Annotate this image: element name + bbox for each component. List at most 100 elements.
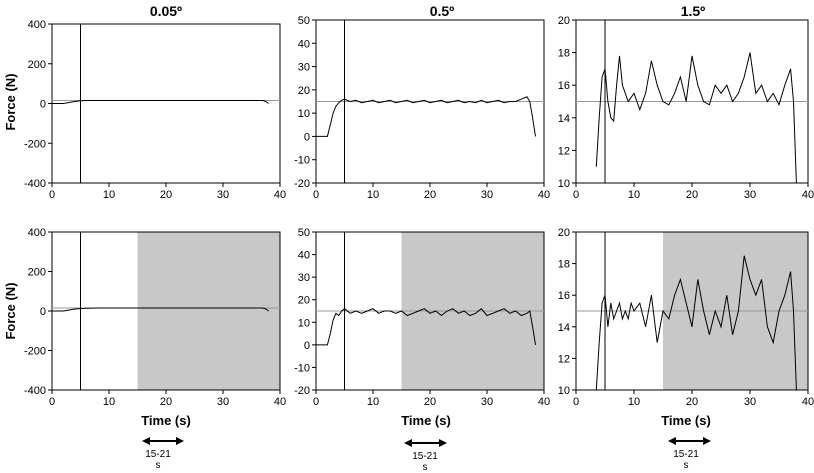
x-tick-label: 30 (744, 396, 756, 408)
y-axis-label-top: Force (N) (3, 73, 18, 130)
panel-bottom-middle: 0 10 20 30 40 -20 -10 0 10 20 30 40 50 (294, 227, 550, 408)
y-tick-label: 10 (298, 317, 310, 329)
y-tick-label: 40 (298, 38, 310, 50)
y-tick-label: 12 (558, 145, 570, 157)
x-axis-label-1: Time (s) (401, 413, 451, 428)
y-tick-label: 0 (304, 340, 310, 352)
annotation-0: 15-21 s (142, 437, 184, 471)
y-tick-label: 0 (304, 131, 310, 143)
data-series-line (52, 307, 269, 312)
annotation-line2: s (684, 460, 689, 471)
y-tick-label: -10 (294, 362, 310, 374)
y-tick-label: 20 (298, 85, 310, 97)
annotation-line1: 15-21 (673, 449, 699, 460)
column-title-2: 1.5º (681, 3, 706, 19)
x-tick-label: 0 (49, 396, 55, 408)
y-tick-label: 0 (40, 306, 46, 318)
x-tick-label: 40 (538, 396, 550, 408)
x-tick-label: 10 (628, 189, 640, 201)
column-title-0: 0.05º (150, 3, 182, 19)
y-tick-label: -20 (294, 385, 310, 397)
y-tick-label: 10 (558, 178, 570, 190)
x-tick-label: 40 (274, 189, 286, 201)
annotation-line2: s (423, 462, 428, 473)
y-tick-label: 10 (298, 108, 310, 120)
x-tick-label: 20 (424, 189, 436, 201)
x-axis-label-2: Time (s) (661, 413, 711, 428)
y-tick-label: 14 (558, 113, 570, 125)
data-series-line (316, 308, 536, 346)
annotation-line1: 15-21 (145, 449, 171, 460)
y-tick-label: 12 (558, 353, 570, 365)
x-tick-label: 30 (217, 189, 229, 201)
y-tick-label: -10 (294, 155, 310, 167)
y-tick-label: 50 (298, 227, 310, 239)
data-series-line (595, 52, 797, 184)
x-tick-label: 0 (573, 189, 579, 201)
y-tick-label: 10 (558, 385, 570, 397)
data-series-line (316, 96, 536, 137)
y-tick-label: 20 (298, 295, 310, 307)
y-tick-label: 14 (558, 322, 570, 334)
x-tick-label: 40 (802, 189, 814, 201)
y-tick-label: -200 (24, 138, 46, 150)
y-tick-label: 18 (558, 259, 570, 271)
y-tick-label: 200 (28, 267, 46, 279)
annotation-line1: 15-21 (412, 451, 438, 462)
x-tick-label: 20 (160, 396, 172, 408)
y-axis-label-bottom: Force (N) (3, 282, 18, 339)
plot-frame (51, 23, 281, 184)
data-series-line (52, 100, 269, 104)
x-tick-label: 0 (313, 396, 319, 408)
x-tick-label: 20 (686, 189, 698, 201)
y-tick-label: 16 (558, 290, 570, 302)
panel-bottom-left: 0 10 20 30 40 -400 -200 0 200 400 (24, 227, 286, 408)
annotation-line2: s (156, 460, 161, 471)
x-tick-label: 10 (628, 396, 640, 408)
x-tick-label: 20 (160, 189, 172, 201)
y-tick-label: -400 (24, 385, 46, 397)
annotation-1: 15-21 s (404, 439, 447, 473)
x-tick-label: 40 (802, 396, 814, 408)
x-tick-label: 30 (481, 396, 493, 408)
y-tick-label: 20 (558, 227, 570, 239)
y-tick-label: 50 (298, 15, 310, 27)
x-tick-label: 20 (686, 396, 698, 408)
data-series-line (595, 255, 797, 391)
x-tick-label: 10 (103, 396, 115, 408)
y-tick-label: 400 (28, 19, 46, 31)
panel-top-middle: 0 10 20 30 40 -20 -10 0 10 20 30 40 50 (294, 15, 550, 201)
column-title-1: 0.5º (430, 3, 455, 19)
x-tick-label: 0 (49, 189, 55, 201)
y-tick-label: 40 (298, 250, 310, 262)
y-tick-label: -20 (294, 178, 310, 190)
panel-top-left: 0 10 20 30 40 -400 -200 0 200 400 (24, 19, 286, 201)
y-tick-label: 0 (40, 99, 46, 111)
y-tick-label: -200 (24, 346, 46, 358)
x-tick-label: 20 (424, 396, 436, 408)
x-tick-label: 0 (313, 189, 319, 201)
x-tick-label: 40 (274, 396, 286, 408)
y-tick-label: 18 (558, 48, 570, 60)
x-axis-label-0: Time (s) (141, 413, 191, 428)
x-tick-label: 10 (367, 396, 379, 408)
x-tick-label: 10 (103, 189, 115, 201)
x-tick-label: 0 (573, 396, 579, 408)
x-tick-label: 30 (744, 189, 756, 201)
y-tick-label: 30 (298, 272, 310, 284)
annotation-2: 15-21 s (668, 437, 711, 471)
y-tick-label: -400 (24, 178, 46, 190)
y-tick-label: 400 (28, 227, 46, 239)
y-tick-label: 200 (28, 59, 46, 71)
y-tick-label: 16 (558, 80, 570, 92)
x-tick-label: 10 (367, 189, 379, 201)
y-tick-label: 20 (558, 15, 570, 27)
x-tick-label: 30 (481, 189, 493, 201)
y-tick-label: 30 (298, 62, 310, 74)
x-tick-label: 30 (217, 396, 229, 408)
shaded-region (137, 232, 280, 390)
